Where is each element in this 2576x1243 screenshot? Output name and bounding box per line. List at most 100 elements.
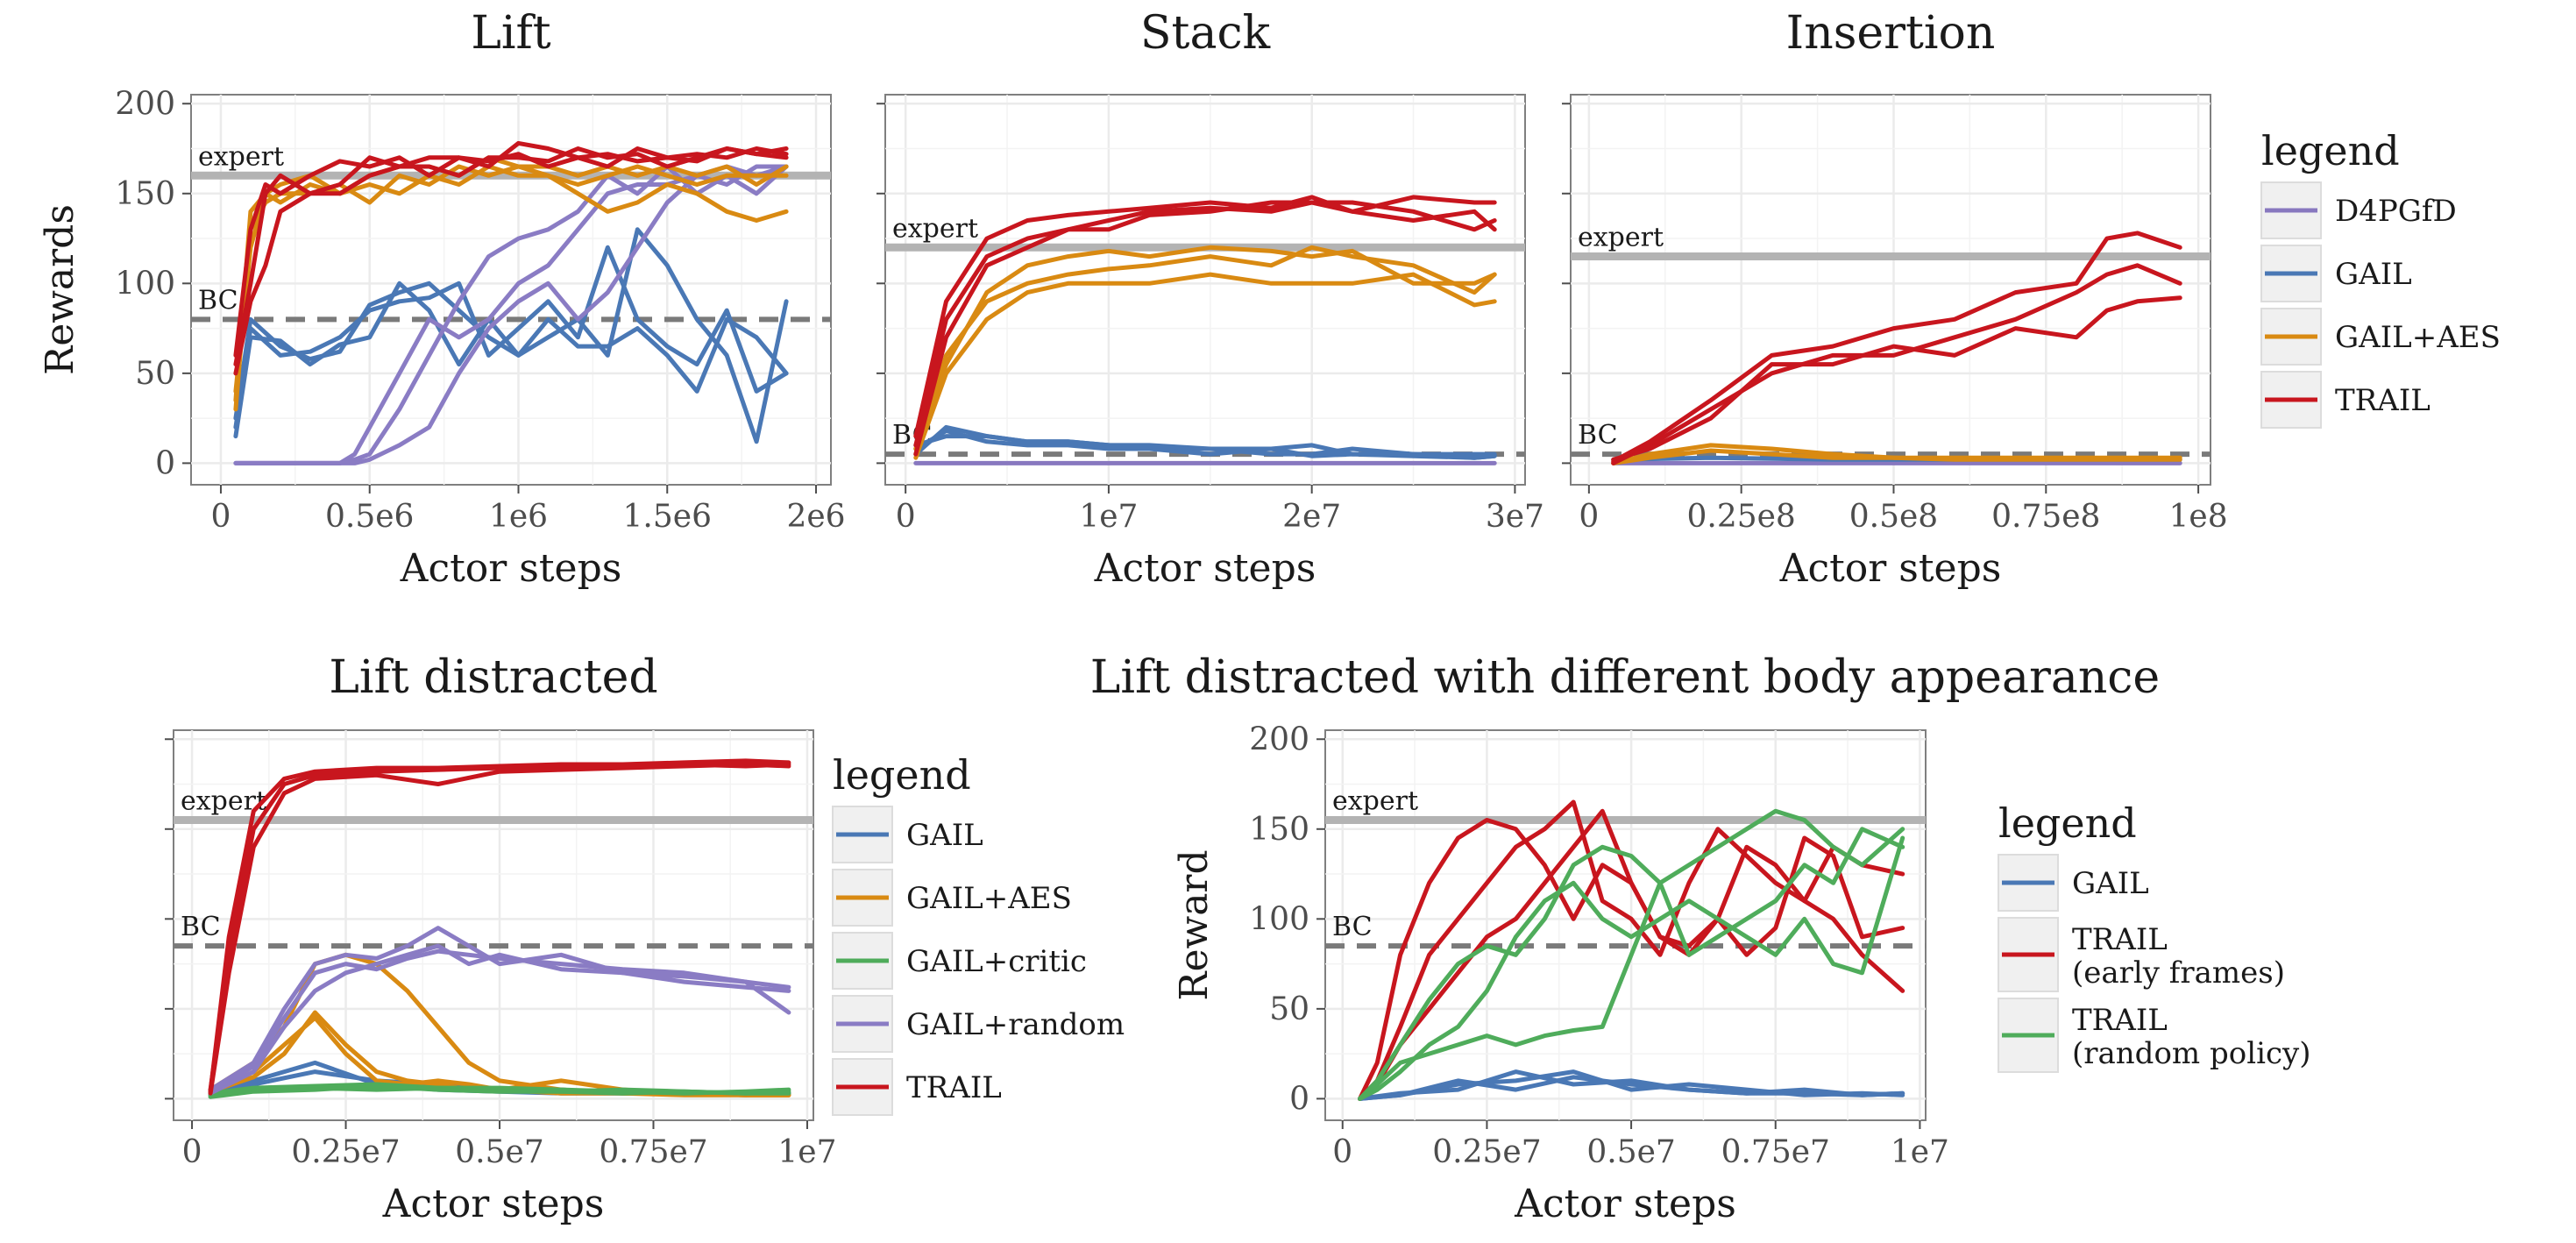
x-tick-label: 1e7 — [1079, 499, 1138, 535]
x-tick-label: 0.75e7 — [599, 1134, 707, 1170]
legend-item-label: GAIL — [906, 818, 983, 853]
x-axis-label: Actor steps — [400, 546, 622, 591]
bc-label: BC — [198, 285, 238, 316]
y-axis-label: Rewards — [38, 204, 82, 375]
legend-item-label: TRAIL — [2335, 383, 2431, 418]
legend-item-label: GAIL — [2072, 866, 2149, 901]
series-group — [1358, 799, 1905, 1101]
expert-label: expert — [892, 213, 978, 244]
x-tick-label: 0.25e7 — [1432, 1134, 1541, 1170]
x-tick-label: 0.5e8 — [1849, 499, 1938, 535]
series-line-trail — [913, 200, 1497, 448]
x-tick-label: 1e6 — [489, 499, 548, 535]
series-line-trail — [1611, 263, 2182, 465]
expert-label: expert — [1578, 223, 1664, 253]
x-tick-label: 0 — [896, 499, 916, 535]
x-axis-label: Actor steps — [1094, 546, 1316, 591]
y-tick-label: 0 — [155, 445, 175, 481]
expert-label: expert — [1332, 786, 1418, 817]
y-tick-label: 0 — [1289, 1081, 1309, 1117]
y-tick-label: 100 — [1249, 901, 1309, 937]
legend-item-label: TRAIL — [2072, 1003, 2168, 1038]
series-line-gail — [233, 227, 789, 444]
y-tick-label: 150 — [115, 176, 175, 212]
y-tick-label: 200 — [1249, 721, 1309, 757]
y-tick-label: 150 — [1249, 812, 1309, 848]
bc-label: BC — [181, 912, 221, 942]
chart-lift-distracted-body: Lift distracted with different body appe… — [1090, 651, 2160, 1226]
series-line-gail — [233, 281, 789, 439]
series-group — [1611, 231, 2182, 465]
x-axis-label: Actor steps — [382, 1182, 605, 1226]
chart-title: Stack — [1140, 7, 1271, 60]
x-axis-label: Actor steps — [1779, 546, 2002, 591]
legend-item-label: (early frames) — [2072, 955, 2285, 991]
x-tick-label: 1.5e6 — [623, 499, 712, 535]
series-line-trail — [913, 195, 1497, 439]
x-tick-label: 0 — [211, 499, 231, 535]
legend-1: legend D4PGfD GAIL GAIL+AES TRAIL — [2260, 127, 2501, 429]
series-line-gail-random — [233, 164, 789, 465]
x-tick-label: 0.25e8 — [1686, 499, 1795, 535]
series-line-gail-aes — [233, 164, 789, 412]
series-line-gail-random — [208, 948, 791, 1094]
series-line-trail-early-frames- — [1358, 808, 1905, 1101]
series-group — [913, 195, 1497, 465]
legend-item-label: (random policy) — [2072, 1036, 2310, 1071]
legend-item-label: TRAIL — [2072, 922, 2168, 957]
x-tick-label: 2e6 — [786, 499, 845, 535]
series-line-trail-random-policy- — [1358, 835, 1905, 1101]
legend-item-label: GAIL+random — [906, 1007, 1125, 1042]
y-tick-label: 100 — [115, 266, 175, 302]
legend-title: legend — [1998, 799, 2137, 847]
series-line-gail-random — [208, 926, 791, 1092]
plot-panel — [1570, 94, 2211, 486]
y-tick-label: 50 — [1269, 991, 1309, 1027]
series-line-trail-early-frames- — [1358, 818, 1905, 1101]
legend-title: legend — [833, 751, 971, 799]
chart-title: Lift distracted with different body appe… — [1090, 651, 2160, 704]
chart-lift: Lift 0 0.5e6 1e6 1.5e6 2e6 0 50 100 150 200 Actor s… — [38, 7, 846, 591]
x-tick-label: 3e7 — [1486, 499, 1544, 535]
legend-item-label: TRAIL — [906, 1070, 1002, 1105]
series-line-gail-aes — [913, 245, 1497, 457]
series-line-trail — [233, 146, 789, 367]
series-line-gail — [1358, 1075, 1905, 1101]
y-tick-label: 50 — [135, 356, 175, 392]
chart-lift-distracted: Lift distracted 0 0.25e7 0.5e7 0.75e7 1e7 Acto… — [165, 651, 837, 1226]
x-tick-label: 0 — [1332, 1134, 1352, 1170]
series-line-gail — [233, 245, 789, 430]
legend-item-label: D4PGfD — [2335, 194, 2457, 229]
x-axis-label: Actor steps — [1514, 1182, 1736, 1226]
x-tick-label: 0.5e6 — [325, 499, 414, 535]
x-tick-label: 1e8 — [2169, 499, 2228, 535]
x-tick-label: 0 — [1579, 499, 1599, 535]
y-axis-label: Reward — [1172, 849, 1217, 1000]
plot-panel — [884, 94, 1526, 486]
x-tick-label: 0 — [182, 1134, 202, 1170]
y-tick-label: 200 — [115, 86, 175, 122]
series-group — [233, 140, 789, 465]
series-line-gail-aes — [913, 245, 1497, 451]
series-line-trail — [208, 758, 791, 1094]
series-line-gail-aes — [1611, 448, 2182, 465]
x-tick-label: 1e7 — [777, 1134, 836, 1170]
legend-item-label: GAIL — [2335, 257, 2412, 292]
series-line-trail-random-policy- — [1358, 827, 1905, 1101]
x-tick-label: 0.75e7 — [1721, 1134, 1830, 1170]
chart-title: Lift — [471, 7, 550, 60]
x-tick-label: 2e7 — [1282, 499, 1341, 535]
chart-insertion: Insertion 0 0.25e8 0.5e8 0.75e8 1e8 Actor step… — [1562, 7, 2228, 591]
series-line-gail-critic — [208, 1083, 791, 1099]
legend-item-label: GAIL+AES — [2335, 320, 2501, 355]
series-line-trail — [208, 762, 791, 1096]
chart-title: Insertion — [1786, 7, 1996, 60]
series-line-trail — [1611, 231, 2182, 464]
series-line-gail — [913, 434, 1497, 460]
legend-item-label: GAIL+critic — [906, 944, 1087, 979]
series-line-gail-random — [208, 943, 791, 1096]
legend-title: legend — [2261, 127, 2400, 174]
